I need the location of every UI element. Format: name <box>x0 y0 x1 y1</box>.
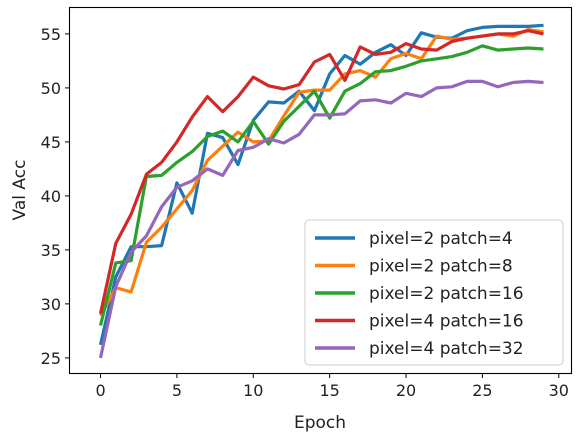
x-tick-label: 20 <box>396 381 416 400</box>
x-tick-label: 5 <box>172 381 182 400</box>
series-line-5 <box>98 79 544 359</box>
legend-label-5: pixel=4 patch=32 <box>369 339 524 359</box>
series-line-1 <box>98 23 544 346</box>
x-tick-label: 30 <box>549 381 569 400</box>
y-tick-label: 55 <box>41 25 61 44</box>
y-axis-ticks: 25 30 35 40 45 50 55 <box>41 25 70 368</box>
x-tick-label: 15 <box>319 381 339 400</box>
y-tick-label: 50 <box>41 79 61 98</box>
y-tick-label: 40 <box>41 187 61 206</box>
x-tick-label: 25 <box>472 381 492 400</box>
y-tick-label: 45 <box>41 133 61 152</box>
series-line-4 <box>98 29 544 314</box>
series-layer <box>98 23 544 359</box>
y-tick-label: 30 <box>41 295 61 314</box>
legend-box <box>304 219 564 366</box>
x-axis-label: Epoch <box>294 413 346 433</box>
plot-frame <box>68 6 573 375</box>
y-tick-label: 35 <box>41 241 61 260</box>
legend-label-1: pixel=2 patch=4 <box>369 229 513 249</box>
legend-label-4: pixel=4 patch=16 <box>369 312 524 332</box>
x-tick-label: 0 <box>95 381 105 400</box>
y-tick-label: 25 <box>41 349 61 368</box>
series-line-3 <box>98 44 544 326</box>
y-axis-label: Val Acc <box>10 160 30 221</box>
legend-label-3: pixel=2 patch=16 <box>369 284 524 304</box>
legend: pixel=2 patch=4 pixel=2 patch=8 pixel=2 pa… <box>304 219 564 366</box>
x-tick-label: 10 <box>243 381 263 400</box>
x-axis-ticks: 0 5 10 15 20 25 30 <box>95 373 569 400</box>
legend-label-2: pixel=2 patch=8 <box>369 257 513 277</box>
